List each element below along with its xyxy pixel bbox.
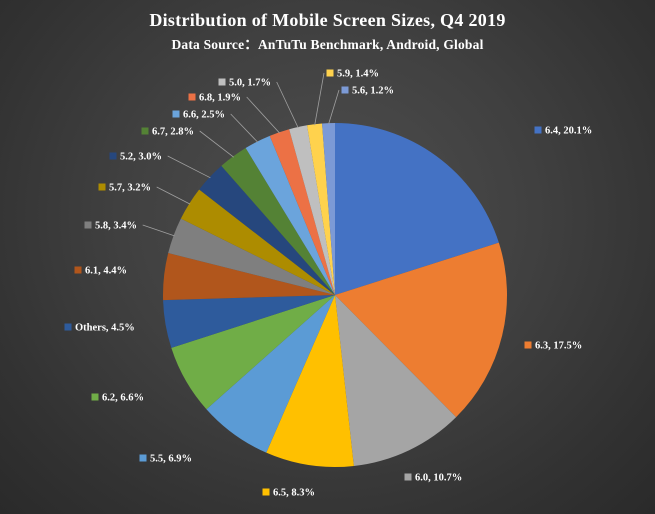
data-label-6.6: 6.6, 2.5% bbox=[172, 110, 225, 121]
label-marker bbox=[524, 341, 532, 349]
pie-slice-6.6 bbox=[245, 135, 335, 295]
leader-line bbox=[246, 96, 280, 134]
leader-line bbox=[328, 89, 340, 125]
label-marker bbox=[341, 86, 349, 94]
chart-title: Distribution of Mobile Screen Sizes, Q4 … bbox=[149, 10, 506, 30]
label-marker bbox=[404, 473, 412, 481]
data-label-6.3: 6.3, 17.5% bbox=[524, 341, 582, 352]
data-label-6.5: 6.5, 8.3% bbox=[262, 488, 315, 499]
data-label-5.2: 5.2, 3.0% bbox=[109, 152, 162, 163]
label-text: 6.1, 4.4% bbox=[85, 266, 127, 277]
pie-slice-5.6 bbox=[322, 123, 335, 295]
label-text: 5.8, 3.4% bbox=[95, 221, 137, 232]
data-label-6.1: 6.1, 4.4% bbox=[74, 266, 127, 277]
pie-slice-6.3 bbox=[335, 242, 508, 418]
label-marker bbox=[188, 93, 196, 101]
label-text: 6.6, 2.5% bbox=[183, 110, 225, 121]
label-marker bbox=[84, 221, 92, 229]
label-marker bbox=[141, 127, 149, 135]
data-label-5.9: 5.9, 1.4% bbox=[326, 69, 379, 80]
pie-slice-6.0 bbox=[335, 295, 457, 466]
label-text: 6.5, 8.3% bbox=[273, 488, 315, 499]
label-text: 6.2, 6.6% bbox=[102, 393, 144, 404]
pie-slice-5.2 bbox=[199, 165, 335, 295]
pie-slice-5.8 bbox=[168, 218, 335, 295]
data-label-5.6: 5.6, 1.2% bbox=[341, 86, 394, 97]
label-text: 5.9, 1.4% bbox=[337, 69, 379, 80]
pie-slice-Others bbox=[163, 295, 335, 348]
data-label-6.7: 6.7, 2.8% bbox=[141, 127, 194, 138]
label-marker bbox=[91, 393, 99, 401]
label-marker bbox=[326, 69, 334, 77]
label-marker bbox=[139, 454, 147, 462]
leader-line bbox=[156, 186, 191, 205]
pie-slice-6.5 bbox=[266, 295, 354, 467]
label-text: 6.4, 20.1% bbox=[545, 126, 592, 137]
label-marker bbox=[64, 323, 72, 331]
pie-slice-6.2 bbox=[171, 295, 335, 410]
pie-slice-5.0 bbox=[289, 125, 335, 295]
pie-slice-6.1 bbox=[163, 253, 335, 301]
pie-slice-5.9 bbox=[307, 123, 335, 296]
data-label-5.5: 5.5, 6.9% bbox=[139, 454, 192, 465]
data-label-5.0: 5.0, 1.7% bbox=[218, 78, 271, 89]
label-text: 6.7, 2.8% bbox=[152, 127, 194, 138]
label-marker bbox=[172, 110, 180, 118]
pie-slice-6.8 bbox=[269, 129, 335, 295]
label-text: 5.2, 3.0% bbox=[120, 152, 162, 163]
leader-line bbox=[142, 224, 175, 237]
label-marker bbox=[98, 183, 106, 191]
label-text: 6.0, 10.7% bbox=[415, 473, 462, 484]
label-text: 5.7, 3.2% bbox=[109, 183, 151, 194]
label-text: 6.8, 1.9% bbox=[199, 93, 241, 104]
leader-line bbox=[314, 72, 325, 126]
label-marker bbox=[74, 266, 82, 274]
pie-slice-6.7 bbox=[221, 148, 335, 295]
label-marker bbox=[534, 126, 542, 134]
data-label-6.4: 6.4, 20.1% bbox=[534, 126, 592, 137]
data-label-5.7: 5.7, 3.2% bbox=[98, 183, 151, 194]
label-marker bbox=[262, 488, 270, 496]
leader-line bbox=[199, 130, 234, 158]
pie-slice-5.7 bbox=[180, 189, 335, 295]
data-label-6.0: 6.0, 10.7% bbox=[404, 473, 462, 484]
pie-slice-6.4 bbox=[335, 123, 499, 295]
label-text: 6.3, 17.5% bbox=[535, 341, 582, 352]
leader-line bbox=[230, 113, 259, 143]
pie-slice-5.5 bbox=[206, 295, 335, 453]
label-text: 5.6, 1.2% bbox=[352, 86, 394, 97]
data-label-Others: Others, 4.5% bbox=[64, 323, 135, 334]
data-label-6.2: 6.2, 6.6% bbox=[91, 393, 144, 404]
label-marker bbox=[218, 78, 226, 86]
label-text: 5.5, 6.9% bbox=[150, 454, 192, 465]
label-marker bbox=[109, 152, 117, 160]
data-label-5.8: 5.8, 3.4% bbox=[84, 221, 137, 232]
data-label-6.8: 6.8, 1.9% bbox=[188, 93, 241, 104]
label-text: 5.0, 1.7% bbox=[229, 78, 271, 89]
label-text: Others, 4.5% bbox=[75, 323, 135, 334]
chart-subtitle: Data Source：AnTuTu Benchmark, Android, G… bbox=[171, 37, 484, 52]
leader-line bbox=[276, 81, 299, 129]
leader-line bbox=[167, 155, 211, 179]
